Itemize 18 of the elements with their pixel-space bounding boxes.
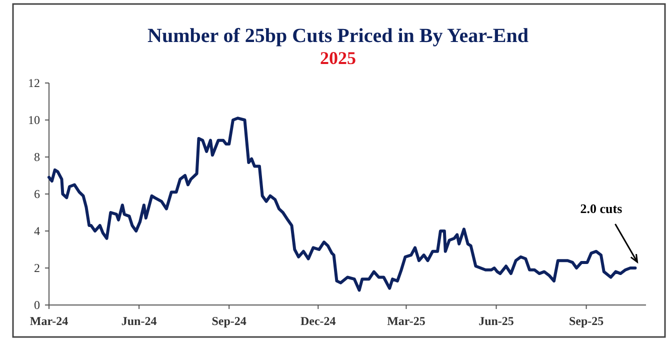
chart-subtitle: 2025 <box>320 48 356 68</box>
y-tick-label: 2 <box>34 261 40 276</box>
x-tick-label: Sep-25 <box>568 314 604 328</box>
annotation: 2.0 cuts <box>580 201 622 216</box>
x-tick-label: Jun-25 <box>478 314 514 328</box>
y-tick-label: 0 <box>34 298 40 312</box>
y-tick-label: 8 <box>34 150 40 164</box>
y-tick-label: 4 <box>34 224 40 238</box>
x-tick-label: Mar-24 <box>30 314 68 328</box>
y-tick-label: 10 <box>28 113 40 128</box>
chart-title: Number of 25bp Cuts Priced in By Year-End <box>148 25 528 47</box>
x-tick-label: Mar-25 <box>387 314 426 328</box>
y-tick-label: 6 <box>34 187 40 202</box>
line-series <box>48 116 637 292</box>
y-tick-label: 12 <box>28 76 40 90</box>
x-tick-label: Jun-24 <box>121 314 157 328</box>
x-tick-label: Sep-24 <box>212 314 246 328</box>
x-tick-label: Dec-24 <box>300 314 336 328</box>
